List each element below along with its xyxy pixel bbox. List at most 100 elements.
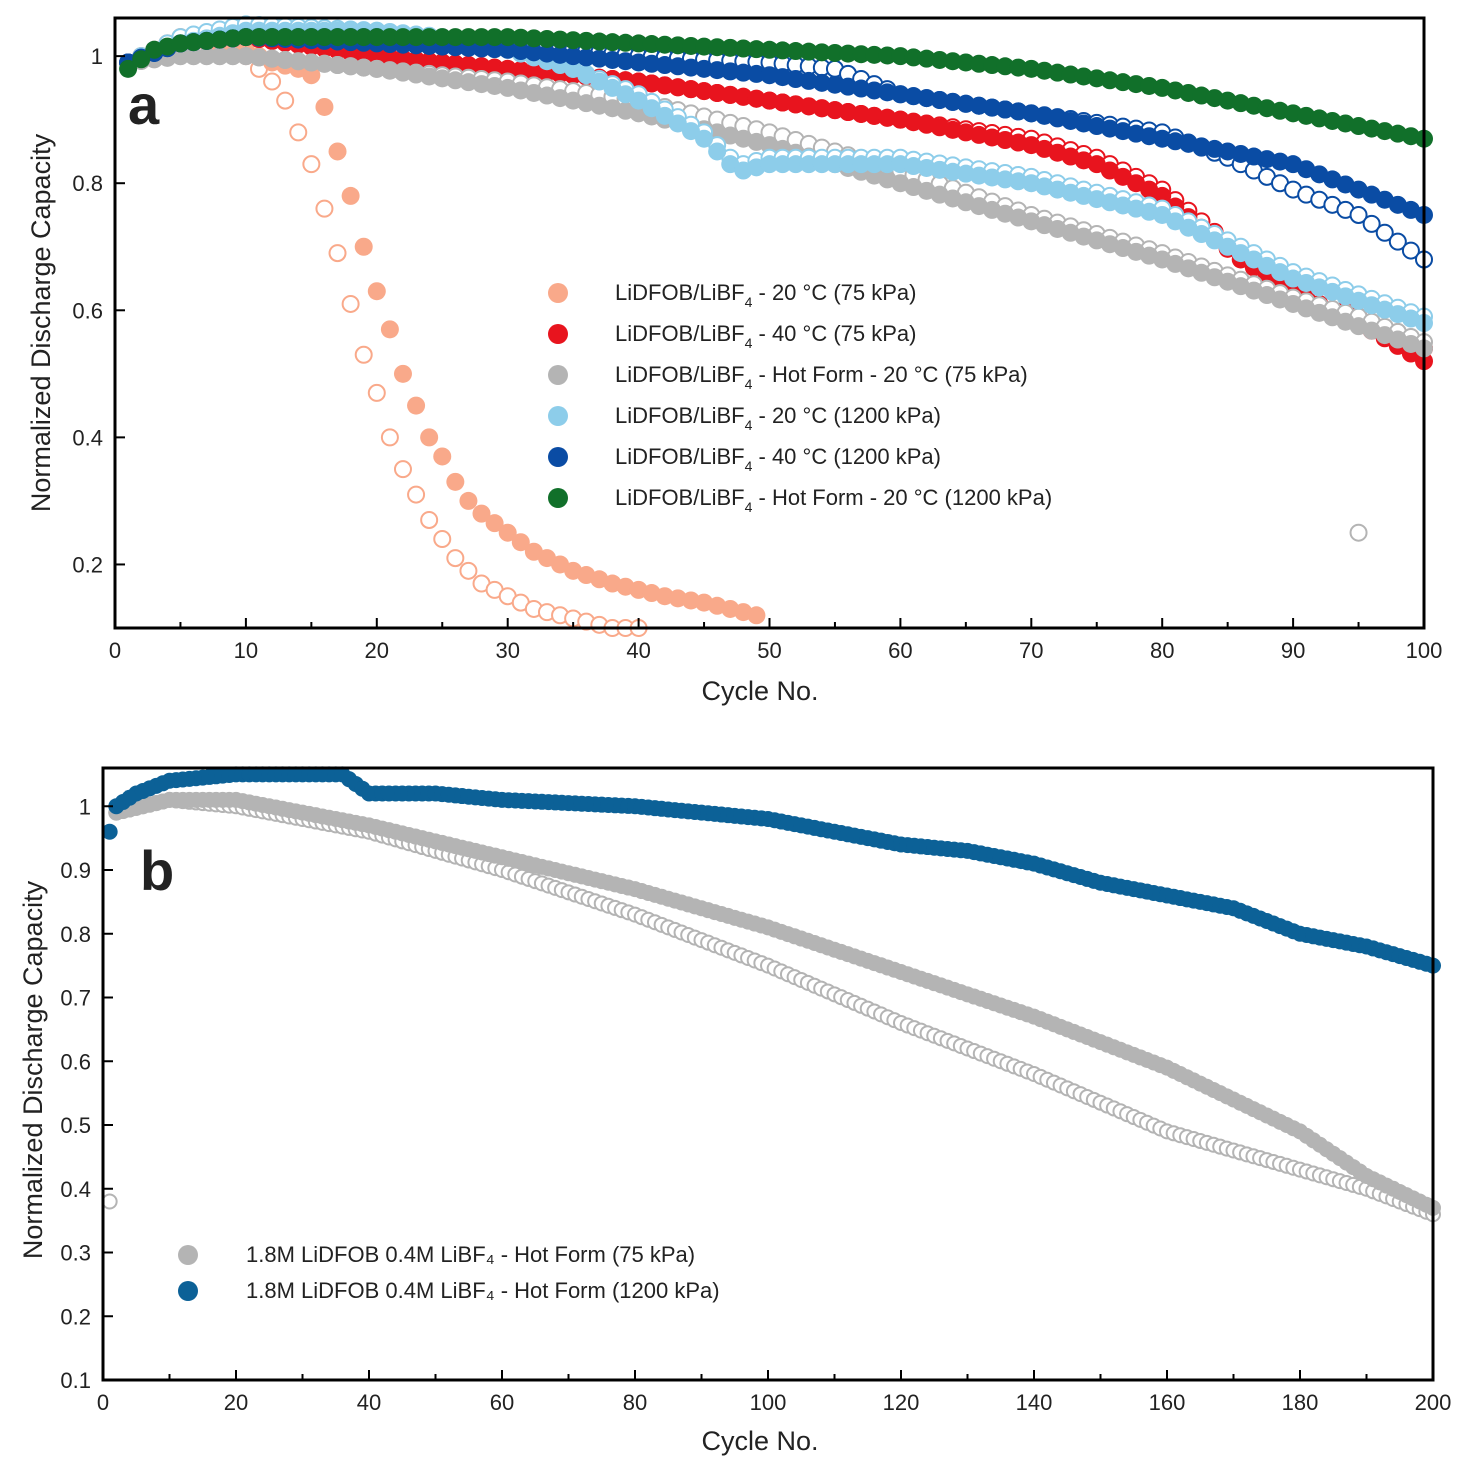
panel-a-letter: a — [128, 73, 160, 136]
panel-a-legend-marker — [548, 488, 568, 508]
panel-a-series-5-point — [681, 58, 700, 77]
panel-b-y-axis-title: Normalized Discharge Capacity — [18, 880, 48, 1259]
panel-a-series-2-point — [407, 50, 426, 69]
panel-a-series-6-point — [956, 53, 975, 72]
panel-a-series-5-point — [655, 56, 674, 75]
panel-a-series-6-point — [825, 43, 844, 62]
panel-a-series-4-point — [668, 114, 687, 133]
panel-a-series-6-point — [354, 28, 373, 47]
panel-b-y-tick-label: 0.7 — [60, 986, 91, 1011]
panel-a-series-4-point — [695, 129, 714, 148]
panel-a-series-4-point — [708, 142, 727, 161]
panel-a-series-6-point — [393, 28, 412, 47]
panel-a-series-6-point — [236, 28, 255, 47]
panel-a-y-tick-label: 0.6 — [72, 298, 103, 323]
panel-a-series-1-point — [393, 364, 412, 383]
panel-a-series-4-point — [642, 99, 661, 118]
panel-a-series-6-point — [446, 28, 465, 47]
panel-a-series-5-point — [603, 50, 622, 69]
panel-a-x-tick-label: 30 — [495, 638, 519, 663]
panel-a-series-6-point — [551, 30, 570, 49]
panel-a-x-tick-label: 90 — [1281, 638, 1305, 663]
panel-a-series-3-point — [184, 47, 203, 66]
panel-a-series-1-point — [433, 447, 452, 466]
panel-b-y-tick-label: 0.5 — [60, 1113, 91, 1138]
panel-a-series-6 — [119, 28, 1433, 148]
panel-a-series-6-point — [249, 28, 268, 47]
panel-a-series-3-outlier-point — [1349, 523, 1368, 542]
panel-a-series-6-point — [302, 28, 321, 47]
panel-a-series-3-point — [289, 52, 308, 71]
panel-a-x-axis-title: Cycle No. — [701, 676, 818, 706]
panel-a-series-1-open-point — [380, 428, 399, 447]
panel-a-legend-label: LiDFOB/LiBF4 - Hot Form - 20 °C (75 kPa) — [615, 362, 1028, 392]
panel-b-legend-label: 1.8M LiDFOB 0.4M LiBF₄ - Hot Form (75 kP… — [246, 1242, 695, 1267]
panel-a-series-2-point — [367, 47, 386, 66]
panel-a-series-5-point — [695, 59, 714, 78]
panel-a-series-1-open-point — [446, 549, 465, 568]
panel-a-data-points — [119, 15, 1433, 637]
panel-a-series-6-point — [420, 28, 439, 47]
panel-b-x-tick-label: 20 — [224, 1390, 248, 1415]
panel-a-series-6-point — [590, 32, 609, 51]
panel-a-series-6-point — [171, 34, 190, 53]
panel-a-series-6-point — [812, 43, 831, 62]
panel-b-x-tick-label: 0 — [97, 1390, 109, 1415]
panel-a-series-6-point — [681, 36, 700, 55]
panel-a-series-3-point — [302, 53, 321, 72]
panel-a-series-6-point — [407, 28, 426, 47]
panel-a-series-6-point — [878, 46, 897, 65]
panel-a-series-5-point — [498, 40, 517, 59]
panel-a-y-tick-label: 0.8 — [72, 171, 103, 196]
panel-b-series-2-point — [101, 823, 118, 840]
panel-a-series-6-point — [276, 28, 295, 47]
panel-a-series-4-point — [839, 155, 858, 174]
panel-b-x-tick-label: 140 — [1016, 1390, 1053, 1415]
panel-a-y-tick-label: 1 — [91, 44, 103, 69]
panel-a-series-2-point — [511, 61, 530, 80]
panel-a-series-1-point — [485, 514, 504, 533]
panel-a-series-6-point — [799, 42, 818, 61]
panel-a-series-5-point — [616, 52, 635, 71]
panel-a-series-1-open-point — [276, 91, 295, 110]
panel-a-series-6-point — [119, 59, 138, 78]
panel-a-series-3-point — [171, 47, 190, 66]
panel-a-series-6-point — [904, 48, 923, 67]
panel-a-x-tick-label: 20 — [365, 638, 389, 663]
panel-b-x-tick-label: 60 — [490, 1390, 514, 1415]
panel-b-series-1-outlier-point — [101, 1193, 118, 1210]
panel-a-series-5-point — [564, 47, 583, 66]
panel-a-series-2-point — [433, 53, 452, 72]
panel-a-x-tick-label: 60 — [888, 638, 912, 663]
panel-a-x-tick-label: 0 — [109, 638, 121, 663]
panel-a-series-4-point — [865, 155, 884, 174]
panel-a-series-2-point — [485, 58, 504, 77]
panel-a-series-6-point — [341, 28, 360, 47]
panel-a-legend-marker — [548, 283, 568, 303]
panel-b-y-tick-label: 0.9 — [60, 858, 91, 883]
panel-a-series-5-open-point — [1401, 241, 1420, 260]
panel-b-legend: 1.8M LiDFOB 0.4M LiBF₄ - Hot Form (75 kP… — [178, 1242, 720, 1303]
panel-a-series-4-point — [852, 155, 871, 174]
panel-a-series-6-point — [760, 40, 779, 59]
panel-a-series-6-point — [537, 29, 556, 48]
panel-a-series-6-point — [695, 37, 714, 56]
panel-b-x-tick-label: 100 — [750, 1390, 787, 1415]
panel-a-series-5-point — [629, 53, 648, 72]
panel-a-legend: LiDFOB/LiBF4 - 20 °C (75 kPa) LiDFOB/LiBF… — [548, 280, 1052, 515]
panel-a-series-1-point — [328, 142, 347, 161]
panel-a-series-6-point — [642, 35, 661, 54]
panel-a-series-6-point — [459, 28, 478, 47]
panel-a-series-1-open-point — [407, 485, 426, 504]
panel-a-series-5-point — [524, 43, 543, 62]
panel-a-series-6-point — [223, 29, 242, 48]
panel-a-y-axis-title: Normalized Discharge Capacity — [26, 133, 56, 512]
panel-a-legend-label: LiDFOB/LiBF4 - Hot Form - 20 °C (1200 kP… — [615, 485, 1052, 515]
panel-a-series-6-point — [197, 31, 216, 50]
panel-a-x-tick-label: 100 — [1406, 638, 1443, 663]
panel-a-series-2-point — [1153, 186, 1172, 205]
panel-a-series-4-point — [681, 122, 700, 141]
panel-a-series-1-open-point — [459, 561, 478, 580]
panel-b-y-tick-label: 0.8 — [60, 922, 91, 947]
